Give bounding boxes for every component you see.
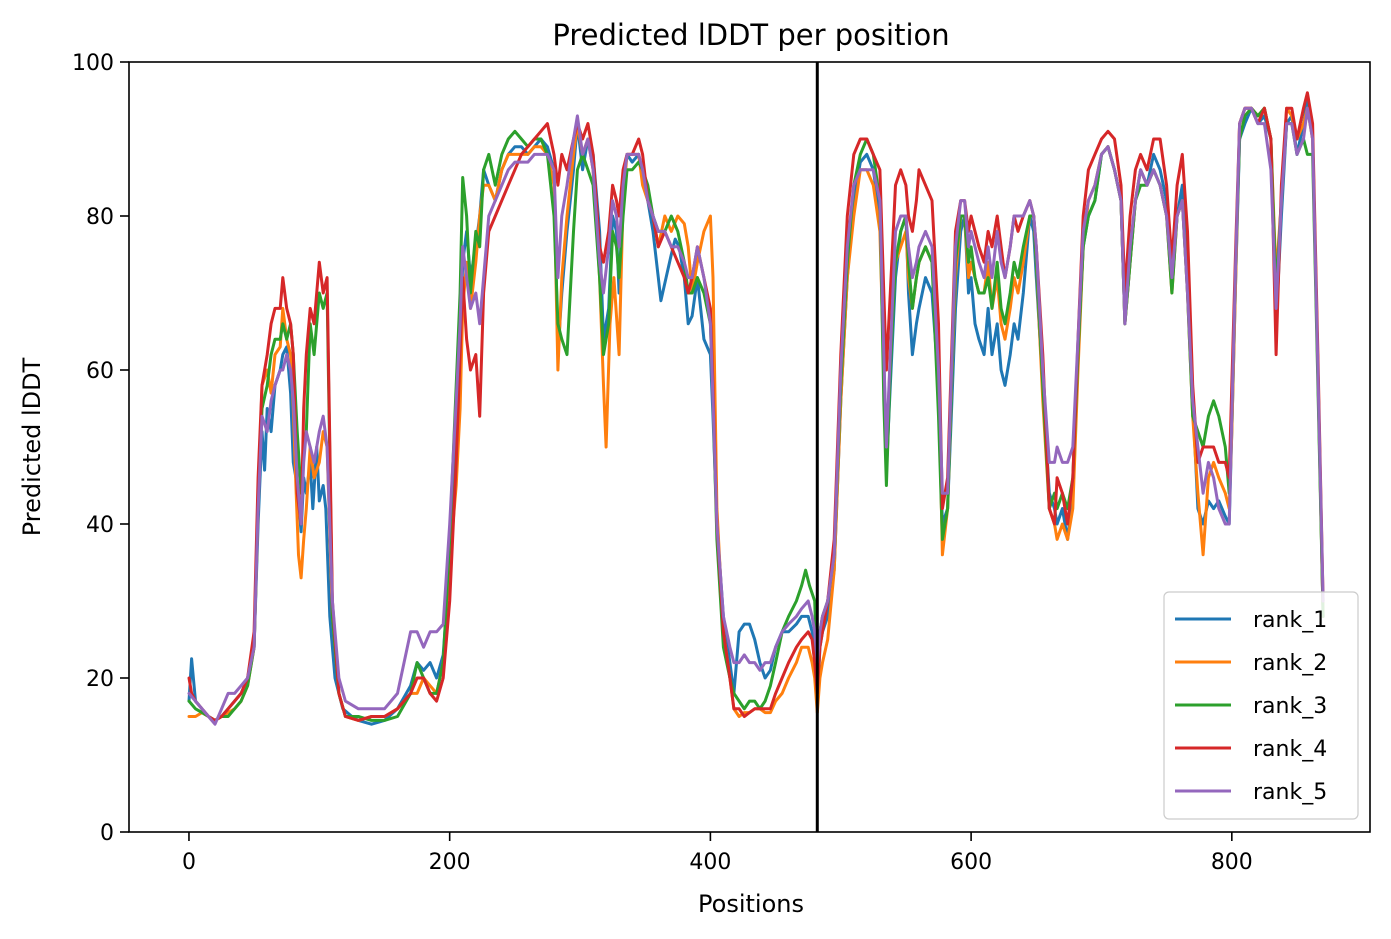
y-axis: 0 20 40 60 80 100 [72,51,129,846]
chart-title: Predicted lDDT per position [552,18,949,52]
legend-label-rank_4: rank_4 [1253,737,1327,762]
series-line-rank_5 [187,106,1325,726]
x-tick-label: 0 [182,850,196,875]
series-line-rank_4 [187,91,1325,722]
x-axis: 0 200 400 600 800 [182,832,1253,875]
x-tick-label: 600 [950,850,992,875]
y-tick-label: 80 [86,205,114,230]
x-tick-label: 200 [429,850,471,875]
y-tick-label: 0 [100,821,114,846]
x-axis-label: Positions [698,890,804,918]
legend-box [1163,591,1359,820]
legend: rank_1 rank_2 rank_3 rank_4 rank_5 [1163,591,1359,820]
y-tick-label: 40 [86,513,114,538]
y-tick-label: 20 [86,667,114,692]
legend-label-rank_2: rank_2 [1253,651,1327,676]
legend-label-rank_5: rank_5 [1253,780,1327,805]
y-tick-label: 60 [86,359,114,384]
y-tick-label: 100 [72,51,114,76]
x-tick-label: 400 [689,850,731,875]
x-tick-label: 800 [1211,850,1253,875]
legend-label-rank_3: rank_3 [1253,694,1327,719]
series-layer [187,91,1325,726]
legend-label-rank_1: rank_1 [1253,608,1327,633]
y-axis-label: Predicted lDDT [18,357,46,536]
plot-frame [128,61,1371,833]
